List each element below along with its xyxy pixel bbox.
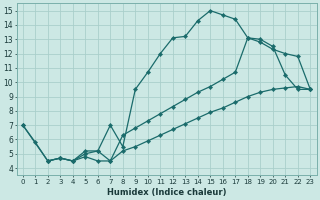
X-axis label: Humidex (Indice chaleur): Humidex (Indice chaleur): [107, 188, 226, 197]
